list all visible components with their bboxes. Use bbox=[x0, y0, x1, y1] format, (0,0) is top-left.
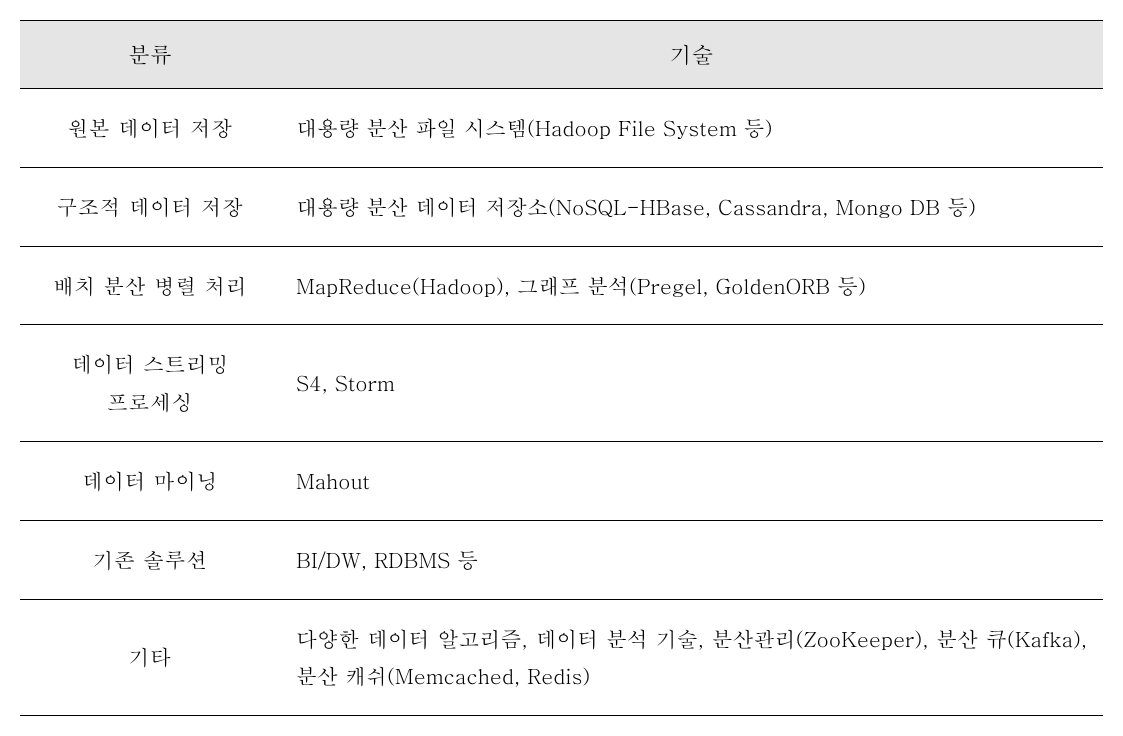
table-row: 데이터 마이닝 Mahout bbox=[20, 441, 1103, 520]
cell-technology: 대용량 분산 파일 시스템(Hadoop File System 등) bbox=[280, 89, 1103, 168]
cell-technology: 다양한 데이터 알고리즘, 데이터 분석 기술, 분산관리(ZooKeeper)… bbox=[280, 599, 1103, 716]
cell-technology: BI/DW, RDBMS 등 bbox=[280, 520, 1103, 599]
table-row: 원본 데이터 저장 대용량 분산 파일 시스템(Hadoop File Syst… bbox=[20, 89, 1103, 168]
cell-category: 기존 솔루션 bbox=[20, 520, 280, 599]
cell-category: 기타 bbox=[20, 599, 280, 716]
header-technology: 기술 bbox=[280, 21, 1103, 89]
cell-technology: Mahout bbox=[280, 441, 1103, 520]
table-row: 구조적 데이터 저장 대용량 분산 데이터 저장소(NoSQL-HBase, C… bbox=[20, 167, 1103, 246]
cell-technology: MapReduce(Hadoop), 그래프 분석(Pregel, Golden… bbox=[280, 246, 1103, 325]
header-category: 분류 bbox=[20, 21, 280, 89]
table-row: 기타 다양한 데이터 알고리즘, 데이터 분석 기술, 분산관리(ZooKeep… bbox=[20, 599, 1103, 716]
cell-category: 원본 데이터 저장 bbox=[20, 89, 280, 168]
category-line-1: 데이터 스트리밍 bbox=[36, 345, 264, 383]
table-row: 배치 분산 병렬 처리 MapReduce(Hadoop), 그래프 분석(Pr… bbox=[20, 246, 1103, 325]
technology-classification-table: 분류 기술 원본 데이터 저장 대용량 분산 파일 시스템(Hadoop Fil… bbox=[20, 20, 1103, 716]
category-line-2: 프로세싱 bbox=[36, 383, 264, 421]
table-row: 기존 솔루션 BI/DW, RDBMS 등 bbox=[20, 520, 1103, 599]
cell-category: 데이터 마이닝 bbox=[20, 441, 280, 520]
cell-technology: 대용량 분산 데이터 저장소(NoSQL-HBase, Cassandra, M… bbox=[280, 167, 1103, 246]
cell-category: 데이터 스트리밍 프로세싱 bbox=[20, 325, 280, 442]
cell-category: 구조적 데이터 저장 bbox=[20, 167, 280, 246]
table-row: 데이터 스트리밍 프로세싱 S4, Storm bbox=[20, 325, 1103, 442]
cell-category: 배치 분산 병렬 처리 bbox=[20, 246, 280, 325]
cell-technology: S4, Storm bbox=[280, 325, 1103, 442]
table-body: 원본 데이터 저장 대용량 분산 파일 시스템(Hadoop File Syst… bbox=[20, 89, 1103, 716]
table-header-row: 분류 기술 bbox=[20, 21, 1103, 89]
